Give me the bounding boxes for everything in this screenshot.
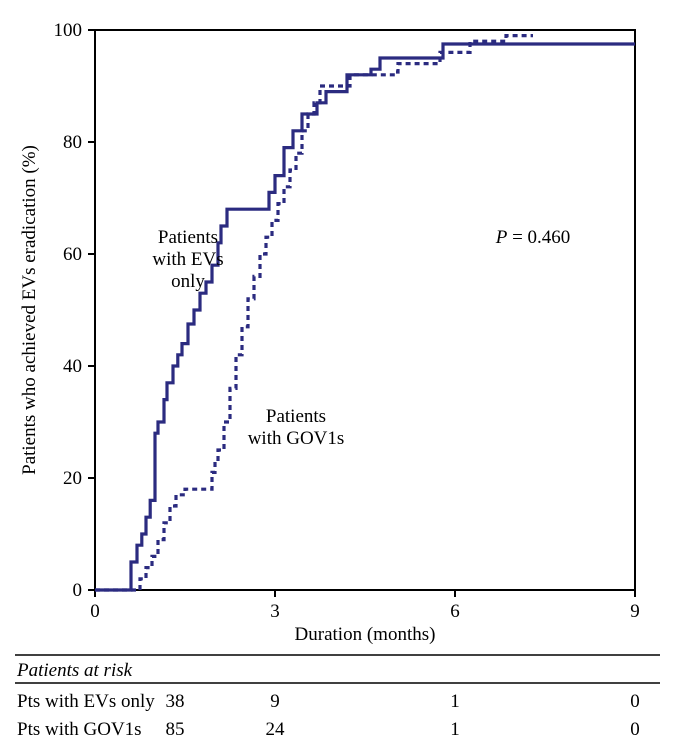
y-tick-label: 40 — [63, 356, 82, 377]
series-label-evs_only: with EVs — [152, 249, 223, 270]
y-tick-label: 0 — [73, 580, 83, 601]
risk-table-cell: 24 — [266, 719, 286, 740]
risk-table-cell: 85 — [166, 719, 185, 740]
p-value-label: P = 0.460 — [495, 227, 571, 248]
y-tick-label: 100 — [54, 20, 83, 41]
series-label-evs_only: Patients — [158, 227, 218, 248]
figure-container: { "chart": { "type": "km-step", "width_p… — [0, 0, 688, 743]
km-figure-svg: 0369Duration (months)020406080100Patient… — [0, 0, 688, 743]
series-gov1s — [95, 36, 533, 590]
x-axis-title: Duration (months) — [295, 624, 436, 645]
risk-table-row-label: Pts with GOV1s — [17, 719, 142, 740]
y-tick-label: 60 — [63, 244, 82, 265]
risk-table-cell: 38 — [166, 691, 185, 712]
risk-table-row-label: Pts with EVs only — [17, 691, 155, 712]
series-evs_only — [95, 44, 635, 590]
y-axis-title: Patients who achieved EVs eradication (%… — [19, 145, 40, 475]
x-tick-label: 6 — [450, 601, 460, 622]
y-tick-label: 80 — [63, 132, 82, 153]
x-tick-label: 9 — [630, 601, 640, 622]
risk-table-title: Patients at risk — [16, 660, 133, 681]
x-tick-label: 3 — [270, 601, 280, 622]
risk-table-cell: 1 — [450, 719, 460, 740]
series-label-evs_only: only — [171, 271, 205, 292]
risk-table-cell: 0 — [630, 719, 640, 740]
risk-table-cell: 1 — [450, 691, 460, 712]
y-tick-label: 20 — [63, 468, 82, 489]
risk-table-cell: 9 — [270, 691, 280, 712]
x-tick-label: 0 — [90, 601, 100, 622]
series-label-gov1s: with GOV1s — [248, 428, 345, 449]
series-label-gov1s: Patients — [266, 406, 326, 427]
risk-table-cell: 0 — [630, 691, 640, 712]
